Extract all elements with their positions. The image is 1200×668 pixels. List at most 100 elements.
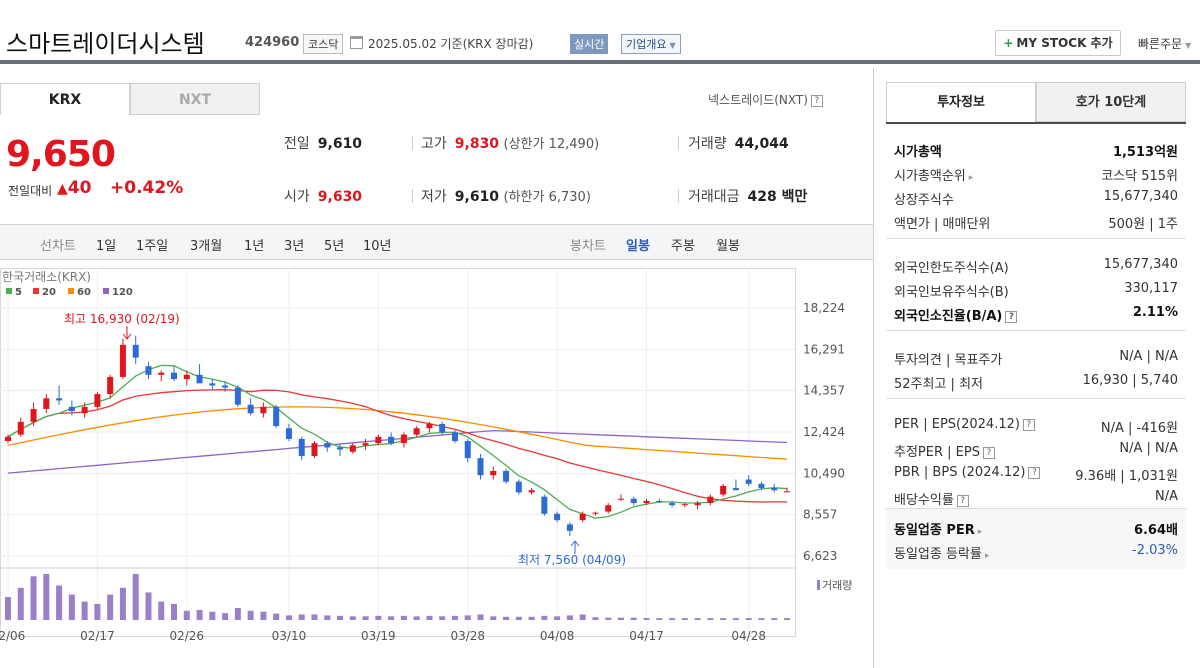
period-10y[interactable]: 10년 — [363, 239, 392, 254]
chevron-right-icon[interactable]: ▸ — [977, 527, 983, 537]
period-1y[interactable]: 1년 — [244, 239, 265, 254]
tab-krx[interactable]: KRX — [0, 83, 130, 115]
realtime-badge[interactable]: 실시간 — [570, 34, 609, 54]
info-key: 외국인소진율(B/A)? — [894, 305, 1018, 324]
help-icon[interactable]: ? — [1022, 419, 1035, 431]
info-row: 52주최고 | 최저 16,930 | 5,740 — [886, 370, 1186, 392]
help-icon[interactable]: ? — [982, 447, 995, 459]
info-value: N/A | N/A — [1119, 349, 1178, 364]
change-label: 전일대비 — [8, 184, 53, 198]
help-icon[interactable]: ? — [1028, 467, 1041, 479]
y-tick-label: 8,557 — [803, 508, 837, 522]
stat-label: 저가 — [421, 189, 447, 205]
nextrade-link[interactable]: 넥스트레이드(NXT)? — [708, 91, 823, 108]
volume-bar — [209, 611, 216, 620]
x-tick-label: 04/28 — [731, 629, 766, 643]
volume-bar — [656, 618, 663, 620]
change-rate: +0.42% — [110, 178, 184, 198]
candle-body — [183, 374, 190, 380]
info-key-text: 52주최고 | 최저 — [894, 377, 983, 392]
candle-monthly[interactable]: 월봉 — [716, 239, 740, 254]
info-key: 외국인한도주식수(A) — [894, 257, 1009, 276]
price-chart[interactable]: 18,224 16,291 14,357 12,424 10,490 8,557 6,623… — [0, 268, 873, 668]
info-value: 15,677,340 — [1103, 257, 1178, 272]
volume-bar — [413, 616, 420, 620]
info-key: 상장주식수 — [894, 189, 954, 208]
chevron-down-icon: ▼ — [1185, 41, 1192, 50]
ma-legend-swatch — [33, 288, 39, 294]
stat-trade-value: 거래대금 428 백만 — [688, 186, 807, 206]
stat-prev-close: 전일 9,610 — [284, 133, 362, 153]
info-key: 투자의견 | 목표주가 — [894, 349, 1002, 368]
volume-bar — [285, 615, 292, 620]
candle-body — [413, 428, 420, 435]
stat-label: 거래대금 — [688, 189, 740, 205]
period-1w[interactable]: 1주일 — [136, 239, 169, 254]
quick-order-label: 빠른주문 — [1138, 37, 1183, 51]
info-key-text: 동일업종 등락률 — [894, 547, 982, 562]
volume-bar — [630, 617, 637, 620]
stat-volume: 거래량 44,044 — [688, 133, 789, 153]
candle-body — [324, 443, 331, 448]
info-key-text: 외국인보유주식수(B) — [894, 285, 1009, 300]
info-row: 동일업종 PER ▸ 6.64배 — [886, 516, 1186, 538]
candle-body — [209, 383, 216, 386]
candle-body — [68, 406, 75, 412]
tab-quote-10[interactable]: 호가 10단계 — [1036, 82, 1186, 122]
candle-body — [439, 423, 446, 433]
period-3y[interactable]: 3년 — [284, 239, 305, 254]
tab-nxt[interactable]: NXT — [130, 83, 260, 115]
info-key: 시가총액 — [894, 141, 942, 160]
company-overview-button[interactable]: 기업개요 ▼ — [621, 34, 681, 54]
company-overview-label: 기업개요 — [626, 38, 667, 51]
volume-bar — [311, 614, 318, 620]
stat-low: 저가 9,610 (하한가 6,730) — [421, 186, 591, 206]
candle-daily[interactable]: 일봉 — [626, 239, 650, 254]
chevron-right-icon[interactable]: ▸ — [984, 551, 990, 561]
info-value: 2.11% — [1132, 305, 1178, 320]
period-1d[interactable]: 1일 — [96, 239, 117, 254]
stock-header: 스마트레이더시스템 424960 코스닥 2025.05.02 기준(KRX 장… — [0, 0, 1200, 64]
volume-bar — [720, 618, 727, 620]
candle-body — [273, 406, 280, 427]
volume-bar — [388, 616, 395, 620]
candle-body — [222, 385, 229, 388]
candle-weekly[interactable]: 주봉 — [671, 239, 695, 254]
candle-body — [490, 470, 497, 476]
period-3m[interactable]: 3개월 — [190, 239, 223, 254]
y-tick-label: 16,291 — [803, 342, 845, 356]
volume-bar — [490, 616, 497, 620]
volume-bar — [17, 587, 24, 620]
info-key: PBR | BPS (2024.12)? — [894, 465, 1041, 480]
add-mystock-button[interactable]: + MY STOCK 추가 — [995, 30, 1121, 56]
calendar-icon — [350, 36, 363, 49]
help-icon[interactable]: ? — [956, 495, 969, 507]
volume-bar — [541, 615, 548, 620]
stat-value: 9,610 — [317, 136, 363, 152]
tab-invest-info[interactable]: 투자정보 — [886, 82, 1036, 122]
volume-bar — [451, 615, 458, 620]
candle-body — [566, 524, 573, 531]
quick-order-link[interactable]: 빠른주문 ▼ — [1138, 35, 1191, 52]
stat-value: 44,044 — [734, 136, 789, 152]
info-value: N/A — [1155, 489, 1178, 504]
stat-value: 428 백만 — [747, 189, 808, 205]
divider — [412, 189, 413, 203]
chevron-right-icon[interactable]: ▸ — [968, 173, 974, 183]
candle-body — [17, 421, 24, 435]
chart-toolbar: 선차트 1일 1주일 3개월 1년 3년 5년 10년 봉차트 일봉 주봉 월봉 — [0, 224, 873, 260]
info-row: 동일업종 등락률 ▸ -2.03% — [886, 540, 1186, 562]
candle-body — [375, 436, 382, 444]
volume-bar — [579, 614, 586, 620]
help-icon[interactable]: ? — [1005, 311, 1018, 323]
volume-bar — [784, 618, 790, 620]
current-price: 9,650 — [6, 134, 116, 175]
period-5y[interactable]: 5년 — [324, 239, 345, 254]
ma5-line — [7, 364, 788, 519]
price-change-value: 40 — [67, 178, 92, 198]
help-icon[interactable]: ? — [810, 95, 823, 107]
ma20-line — [7, 389, 788, 503]
candle-body — [464, 441, 471, 459]
volume-bar — [707, 618, 714, 620]
candle-body — [643, 500, 650, 504]
